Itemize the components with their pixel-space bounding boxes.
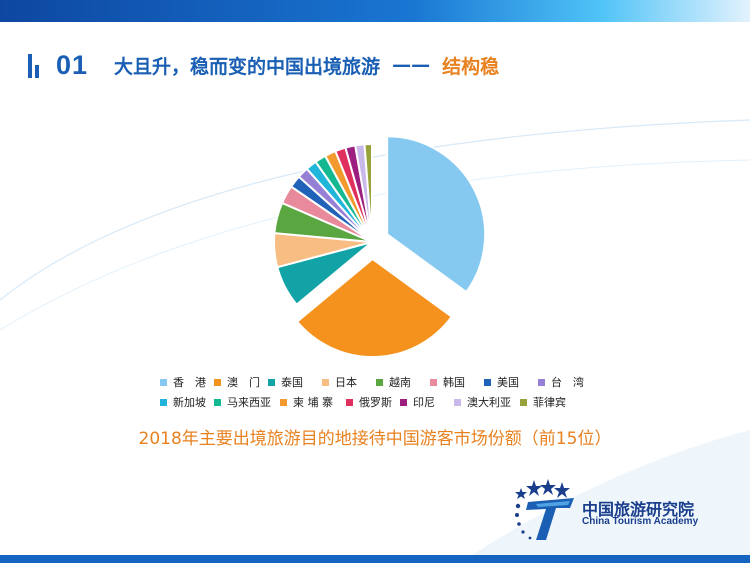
slide-title: 大且升，稳而变的中国出境旅游: [114, 55, 381, 78]
academy-logo: 中国旅游研究院 China Tourism Academy: [512, 478, 742, 542]
legend-label: 台 湾: [551, 376, 584, 389]
legend-item-11: 俄罗斯: [346, 392, 400, 412]
legend-item-2: 泰国: [268, 372, 322, 392]
pie-slice-0: [386, 135, 487, 294]
legend-item-12: 印尼: [400, 392, 454, 412]
legend-label: 俄罗斯: [359, 396, 392, 409]
section-bars-icon: [28, 52, 42, 78]
legend-item-9: 马来西亚: [214, 392, 280, 412]
legend-label: 越南: [389, 376, 411, 389]
bottom-banner: [0, 555, 750, 563]
legend-swatch: [484, 378, 491, 386]
legend-swatch: [376, 378, 383, 386]
legend-swatch: [214, 398, 221, 406]
legend-label: 菲律宾: [533, 396, 566, 409]
legend-item-8: 新加坡: [160, 392, 214, 412]
legend-swatch: [538, 378, 545, 386]
section-number: 01: [56, 49, 89, 80]
legend-item-4: 越南: [376, 372, 430, 392]
pie-slice-14: [363, 142, 373, 243]
title-dash: ——: [392, 54, 431, 76]
legend-swatch: [214, 378, 221, 386]
legend-item-10: 柬 埔 寨: [280, 392, 346, 412]
legend-item-0: 香 港: [160, 372, 214, 392]
legend-swatch: [454, 398, 461, 406]
legend-label: 澳大利亚: [467, 396, 511, 409]
legend-label: 新加坡: [173, 396, 206, 409]
legend-item-13: 澳大利亚: [454, 392, 520, 412]
slide-header: 01 大且升，稳而变的中国出境旅游 —— 结构稳: [28, 48, 499, 82]
legend-item-7: 台 湾: [538, 372, 592, 392]
chart-title: 2018年主要出境旅游目的地接待中国游客市场份额（前15位）: [138, 429, 612, 449]
legend-label: 印尼: [413, 396, 435, 409]
legend-swatch: [322, 378, 329, 386]
legend-item-3: 日本: [322, 372, 376, 392]
legend-item-6: 美国: [484, 372, 538, 392]
legend-label: 泰国: [281, 376, 303, 389]
legend-swatch: [160, 378, 167, 386]
legend-item-1: 澳 门: [214, 372, 268, 392]
legend-swatch: [430, 378, 437, 386]
top-banner: [0, 0, 750, 22]
legend-swatch: [268, 378, 275, 386]
legend-swatch: [280, 398, 287, 406]
logo-star-t-icon: [515, 479, 574, 540]
legend-swatch: [400, 398, 407, 406]
legend-label: 日本: [335, 376, 357, 389]
pie-slice-1: [295, 257, 454, 358]
legend-label: 香 港: [173, 376, 206, 389]
legend-swatch: [520, 398, 527, 406]
legend-label: 韩国: [443, 376, 465, 389]
logo-name-cn: 中国旅游研究院: [582, 500, 695, 519]
title-tag: 结构稳: [442, 55, 500, 78]
legend-label: 美国: [497, 376, 519, 389]
legend-swatch: [346, 398, 353, 406]
legend-label: 马来西亚: [227, 396, 271, 409]
legend-label: 澳 门: [227, 376, 260, 389]
logo-name-en: China Tourism Academy: [582, 516, 699, 527]
legend-label: 柬 埔 寨: [293, 396, 333, 409]
chart-legend: 香 港 澳 门 泰国 日本 越南 韩国 美国 台 湾新加坡 马来西亚 柬 埔 寨 俄罗斯 印尼 澳大利亚…: [160, 372, 600, 412]
legend-item-5: 韩国: [430, 372, 484, 392]
legend-swatch: [160, 398, 167, 406]
legend-item-14: 菲律宾: [520, 392, 574, 412]
